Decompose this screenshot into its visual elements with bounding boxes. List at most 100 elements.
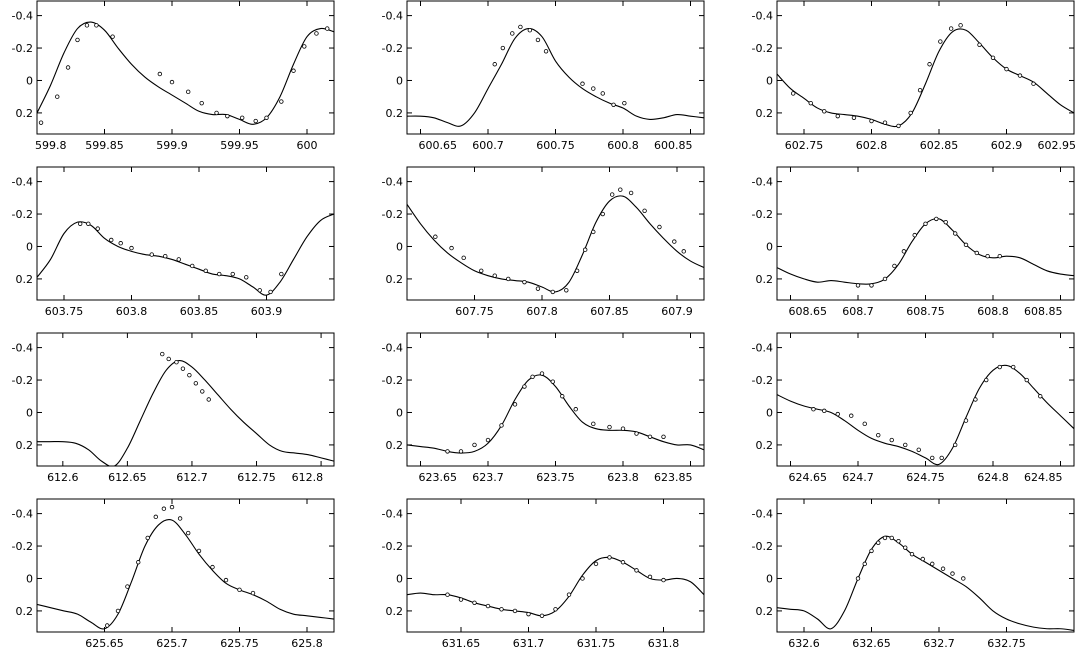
data-point bbox=[530, 374, 535, 379]
data-point bbox=[609, 192, 615, 197]
data-point bbox=[522, 384, 527, 389]
data-point bbox=[876, 432, 881, 438]
data-point bbox=[560, 394, 565, 399]
data-point bbox=[161, 506, 167, 511]
data-point bbox=[600, 91, 605, 96]
data-point bbox=[896, 123, 901, 129]
data-point bbox=[997, 364, 1002, 370]
y-tick-label: -0.4 bbox=[752, 342, 773, 355]
panel-2: -0.4 -0.2 0 0.2 600.65 600.7 600.75 600.8 600.85 bbox=[370, 0, 715, 154]
data-point bbox=[628, 190, 634, 196]
data-point bbox=[862, 561, 867, 567]
data-point bbox=[930, 455, 935, 461]
y-tick-label: 0 bbox=[26, 406, 33, 419]
y-tick-label: -0.4 bbox=[382, 342, 403, 355]
y-tick-label: 0.2 bbox=[16, 439, 34, 452]
data-point bbox=[506, 276, 511, 282]
data-point bbox=[527, 27, 533, 33]
data-point bbox=[522, 279, 527, 285]
y-tick-label: 0.2 bbox=[16, 605, 34, 618]
x-tick-label: 603.9 bbox=[251, 305, 283, 316]
data-point bbox=[927, 62, 932, 67]
data-point bbox=[901, 249, 907, 254]
data-point bbox=[607, 424, 612, 430]
data-point bbox=[939, 455, 944, 461]
data-point bbox=[177, 516, 183, 521]
data-point bbox=[257, 288, 262, 293]
model-curve bbox=[777, 218, 1074, 285]
data-point bbox=[199, 100, 204, 106]
y-tick-label: 0 bbox=[26, 74, 33, 87]
data-point bbox=[200, 389, 205, 394]
data-point bbox=[661, 577, 666, 583]
plot-frame bbox=[36, 0, 335, 135]
y-tick-label: 0.2 bbox=[386, 107, 404, 120]
model-curve bbox=[407, 556, 704, 617]
panel-1-svg: -0.4 -0.2 0 0.2 599.8 599.85 599.9 599.95 600 bbox=[12, 0, 335, 152]
y-tick-label: 0.2 bbox=[16, 273, 34, 286]
data-point bbox=[239, 115, 245, 120]
data-point bbox=[433, 234, 438, 239]
data-point bbox=[291, 68, 296, 73]
x-tick-label: 631.7 bbox=[513, 637, 545, 648]
x-tick-label: 600.65 bbox=[419, 139, 458, 150]
plot-frame bbox=[406, 498, 705, 633]
data-point bbox=[479, 268, 484, 274]
data-point bbox=[620, 560, 626, 565]
x-tick-label: 625.75 bbox=[220, 637, 259, 648]
x-tick-label: 631.8 bbox=[648, 637, 680, 648]
y-tick-label: -0.4 bbox=[752, 508, 773, 521]
data-point bbox=[185, 89, 191, 95]
data-point bbox=[535, 286, 541, 291]
data-point bbox=[492, 273, 497, 278]
model-curve bbox=[777, 364, 1074, 466]
y-tick-label: 0 bbox=[766, 74, 773, 87]
plot-frame bbox=[776, 498, 1075, 633]
panel-6-svg: -0.4 -0.2 0 0.2 608.65 608.7 608.75 608.8 608.85 bbox=[752, 166, 1075, 318]
x-tick-label: 600.7 bbox=[472, 139, 504, 150]
panel-4-svg: -0.4 -0.2 0 0.2 603.75 603.8 603.85 603.9 bbox=[12, 166, 335, 318]
panel-5: -0.4 -0.2 0 0.2 607.75 607.8 607.85 607.9 bbox=[370, 166, 715, 320]
y-tick-label: -0.4 bbox=[382, 176, 403, 189]
data-point bbox=[855, 576, 861, 581]
data-point bbox=[822, 408, 827, 414]
plot-frame bbox=[406, 332, 705, 467]
y-tick-label: -0.2 bbox=[752, 42, 773, 55]
data-point bbox=[210, 564, 215, 570]
x-tick-label: 625.65 bbox=[85, 637, 124, 648]
x-tick-label: 623.65 bbox=[419, 471, 458, 482]
data-point bbox=[160, 351, 165, 357]
data-point bbox=[855, 283, 861, 288]
data-point bbox=[461, 255, 466, 261]
data-point bbox=[543, 49, 549, 54]
panel-3: -0.4 -0.2 0 0.2 602.75 602.8 602.85 602.9 602.95 bbox=[740, 0, 1085, 154]
x-tick-label: 623.8 bbox=[607, 471, 639, 482]
panel-8: -0.4 -0.2 0 0.2 623.65 623.7 623.75 623.8 623.85 bbox=[370, 332, 715, 486]
data-point bbox=[607, 555, 612, 560]
data-point bbox=[193, 381, 199, 386]
data-point bbox=[822, 109, 827, 114]
plot-frame bbox=[36, 498, 335, 633]
panel-4: -0.4 -0.2 0 0.2 603.75 603.8 603.85 603.9 bbox=[0, 166, 345, 320]
data-point bbox=[214, 110, 219, 116]
data-point bbox=[908, 110, 913, 116]
data-point bbox=[449, 245, 454, 251]
data-point bbox=[268, 289, 273, 295]
data-point bbox=[950, 571, 955, 576]
data-point bbox=[104, 623, 110, 628]
y-tick-label: 0 bbox=[26, 572, 33, 585]
data-point bbox=[1031, 81, 1036, 86]
data-point bbox=[869, 118, 874, 124]
x-tick-label: 603.75 bbox=[45, 305, 84, 316]
x-tick-label: 602.8 bbox=[856, 139, 888, 150]
data-point bbox=[550, 379, 555, 384]
panel-2-svg: -0.4 -0.2 0 0.2 600.65 600.7 600.75 600.8 600.85 bbox=[382, 0, 705, 152]
x-tick-label: 612.7 bbox=[176, 471, 208, 482]
data-point bbox=[279, 271, 284, 277]
data-point bbox=[203, 268, 208, 274]
data-point bbox=[952, 442, 958, 448]
model-curve bbox=[407, 28, 704, 127]
data-point bbox=[510, 31, 515, 36]
x-tick-label: 623.85 bbox=[654, 471, 693, 482]
y-tick-label: 0.2 bbox=[386, 273, 404, 286]
